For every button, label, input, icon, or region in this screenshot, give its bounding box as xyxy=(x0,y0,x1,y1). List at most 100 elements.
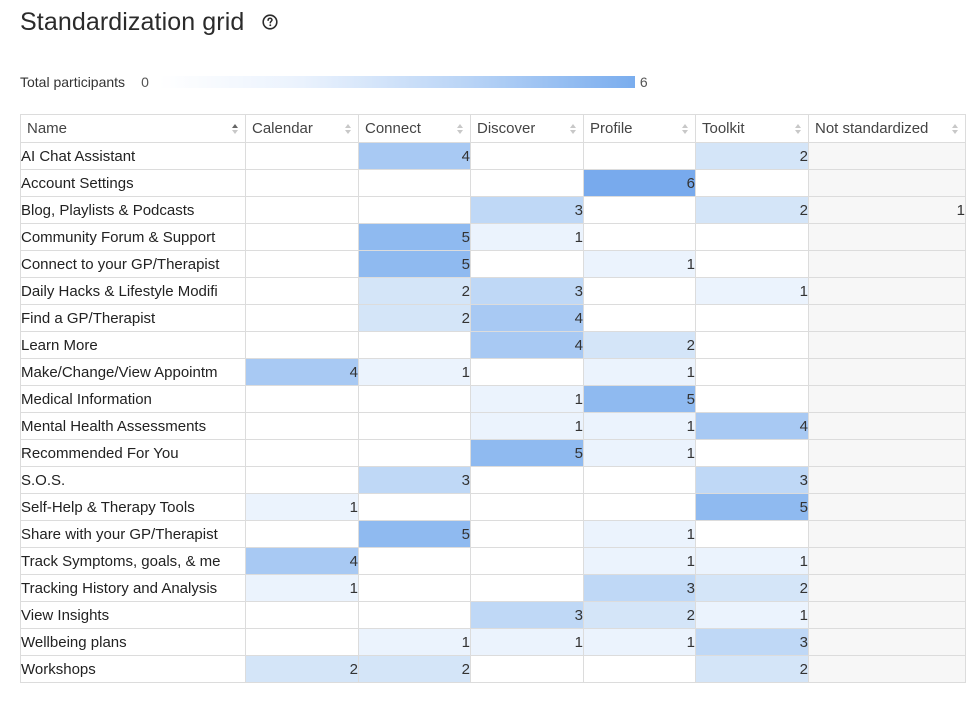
sort-arrows-icon[interactable] xyxy=(951,122,959,136)
table-row[interactable]: Blog, Playlists & Podcasts 3 2 1 xyxy=(20,196,966,224)
sort-arrows-icon[interactable] xyxy=(681,122,689,136)
value-cell: 4 xyxy=(470,331,584,359)
standardization-table: Name Calendar Connect Discover Profile Toolki… xyxy=(20,114,966,683)
column-header-calendar[interactable]: Calendar xyxy=(245,114,359,143)
sort-arrows-icon[interactable] xyxy=(569,122,577,136)
value-cell xyxy=(245,466,359,494)
column-header-label: Toolkit xyxy=(702,120,745,137)
value-cell: 2 xyxy=(695,574,809,602)
value-cell: 4 xyxy=(245,358,359,386)
value-cell xyxy=(695,250,809,278)
column-header-label: Name xyxy=(27,120,68,137)
row-name-cell: Account Settings xyxy=(20,169,246,197)
value-cell xyxy=(808,142,966,170)
table-row[interactable]: Track Symptoms, goals, & me 4 1 1 xyxy=(20,547,966,575)
table-row[interactable]: Mental Health Assessments 1 1 4 xyxy=(20,412,966,440)
row-name-cell: Medical Information xyxy=(20,385,246,413)
value-cell xyxy=(245,169,359,197)
table-row[interactable]: Make/Change/View Appointm 4 1 1 xyxy=(20,358,966,386)
table-row[interactable]: Workshops 2 2 2 xyxy=(20,655,966,683)
value-cell xyxy=(808,601,966,629)
value-cell: 4 xyxy=(358,142,471,170)
value-cell: 1 xyxy=(358,628,471,656)
row-name-cell: AI Chat Assistant xyxy=(20,142,246,170)
sort-arrows-icon[interactable] xyxy=(231,122,239,136)
row-name-cell: S.O.S. xyxy=(20,466,246,494)
value-cell: 1 xyxy=(808,196,966,224)
value-cell xyxy=(245,304,359,332)
table-row[interactable]: S.O.S. 3 3 xyxy=(20,466,966,494)
value-cell: 5 xyxy=(358,250,471,278)
value-cell xyxy=(808,385,966,413)
value-cell xyxy=(808,466,966,494)
legend-min: 0 xyxy=(141,74,149,90)
row-name-cell: Workshops xyxy=(20,655,246,683)
table-row[interactable]: Learn More 4 2 xyxy=(20,331,966,359)
value-cell xyxy=(695,439,809,467)
value-cell: 2 xyxy=(245,655,359,683)
table-row[interactable]: Self-Help & Therapy Tools 1 5 xyxy=(20,493,966,521)
column-header-discover[interactable]: Discover xyxy=(470,114,584,143)
value-cell: 4 xyxy=(695,412,809,440)
value-cell xyxy=(470,250,584,278)
value-cell xyxy=(358,196,471,224)
column-header-toolkit[interactable]: Toolkit xyxy=(695,114,809,143)
table-row[interactable]: Account Settings 6 xyxy=(20,169,966,197)
row-name-cell: Wellbeing plans xyxy=(20,628,246,656)
column-header-inner: Calendar xyxy=(246,115,358,142)
value-cell xyxy=(695,223,809,251)
column-header-profile[interactable]: Profile xyxy=(583,114,696,143)
value-cell: 2 xyxy=(695,196,809,224)
value-cell: 3 xyxy=(358,466,471,494)
sort-arrows-icon[interactable] xyxy=(456,122,464,136)
column-header-connect[interactable]: Connect xyxy=(358,114,471,143)
value-cell xyxy=(245,412,359,440)
column-header-name[interactable]: Name xyxy=(20,114,246,143)
value-cell: 2 xyxy=(358,304,471,332)
row-name-cell: Blog, Playlists & Podcasts xyxy=(20,196,246,224)
value-cell xyxy=(358,493,471,521)
table-row[interactable]: Connect to your GP/Therapist 5 1 xyxy=(20,250,966,278)
value-cell xyxy=(470,169,584,197)
column-header-label: Discover xyxy=(477,120,536,137)
participants-legend: Total participants 0 6 xyxy=(20,72,648,92)
table-row[interactable]: Share with your GP/Therapist 5 1 xyxy=(20,520,966,548)
legend-max: 6 xyxy=(639,74,648,90)
table-row[interactable]: AI Chat Assistant 4 2 xyxy=(20,142,966,170)
value-cell xyxy=(695,385,809,413)
value-cell xyxy=(808,304,966,332)
value-cell: 2 xyxy=(695,142,809,170)
value-cell: 1 xyxy=(470,223,584,251)
value-cell: 3 xyxy=(695,628,809,656)
value-cell xyxy=(245,250,359,278)
sort-arrows-icon[interactable] xyxy=(794,122,802,136)
column-header-inner: Name xyxy=(21,115,245,142)
legend-gradient-bar xyxy=(158,76,635,88)
help-circle-icon[interactable] xyxy=(262,14,278,30)
table-row[interactable]: Find a GP/Therapist 2 4 xyxy=(20,304,966,332)
table-row[interactable]: Daily Hacks & Lifestyle Modifi 2 3 1 xyxy=(20,277,966,305)
table-row[interactable]: View Insights 3 2 1 xyxy=(20,601,966,629)
value-cell xyxy=(695,358,809,386)
row-name-cell: Tracking History and Analysis xyxy=(20,574,246,602)
column-header-label: Not standardized xyxy=(815,120,929,137)
value-cell: 3 xyxy=(470,277,584,305)
value-cell xyxy=(358,439,471,467)
table-row[interactable]: Wellbeing plans 1 1 1 3 xyxy=(20,628,966,656)
table-row[interactable]: Medical Information 1 5 xyxy=(20,385,966,413)
table-row[interactable]: Community Forum & Support 5 1 xyxy=(20,223,966,251)
value-cell xyxy=(808,493,966,521)
column-header-inner: Not standardized xyxy=(809,115,965,142)
value-cell xyxy=(583,196,696,224)
value-cell: 4 xyxy=(470,304,584,332)
value-cell xyxy=(245,223,359,251)
table-row[interactable]: Tracking History and Analysis 1 3 2 xyxy=(20,574,966,602)
sort-arrows-icon[interactable] xyxy=(344,122,352,136)
value-cell xyxy=(358,169,471,197)
column-header-not-standardized[interactable]: Not standardized xyxy=(808,114,966,143)
value-cell xyxy=(808,331,966,359)
table-row[interactable]: Recommended For You 5 1 xyxy=(20,439,966,467)
value-cell: 3 xyxy=(470,601,584,629)
value-cell: 5 xyxy=(583,385,696,413)
value-cell: 1 xyxy=(695,277,809,305)
